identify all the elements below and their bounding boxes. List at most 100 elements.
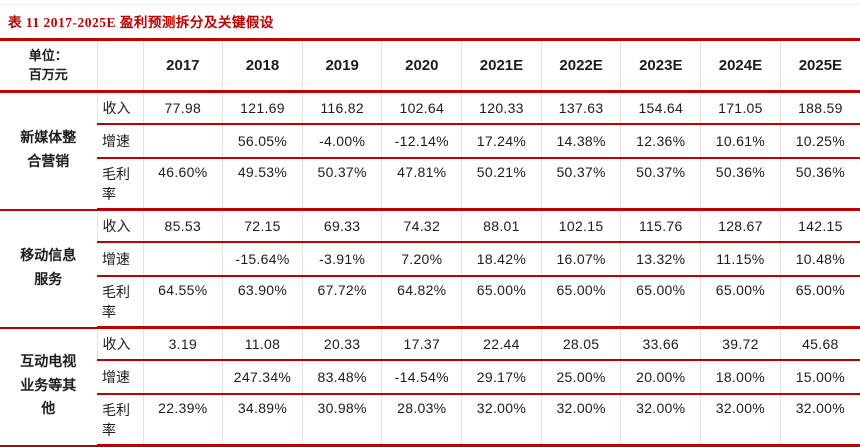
value-cell: 28.05 [540,327,621,361]
value-cell: 63.90% [222,276,303,329]
value-cell: 50.21% [461,158,542,211]
value-cell: 74.32 [381,209,462,243]
unit-line1: 单位： [28,48,68,64]
value-cell: 69.33 [301,209,382,243]
value-cell: 137.63 [540,91,621,125]
page-top-divider [0,4,860,5]
value-cell: 15.00% [779,360,860,395]
value-cell: 3.19 [142,327,223,361]
value-cell: 22.39% [142,394,223,447]
value-cell: -14.54% [381,360,462,395]
value-cell: 171.05 [700,91,781,125]
value-cell: 247.34% [222,360,303,395]
value-cell: 18.00% [700,360,781,395]
metric-cell: 毛利率 [97,158,143,211]
value-cell: 18.42% [461,242,542,277]
group-name-cell: 新媒体整合营销 [0,91,97,211]
table-row: 毛利率 46.60% 49.53% 50.37% 47.81% 50.21% 5… [0,158,860,211]
value-cell [142,360,223,395]
metric-cell: 增速 [97,360,143,395]
year-header: 2022E [540,38,621,93]
value-cell: 154.64 [620,91,701,125]
value-cell: 102.15 [540,209,621,243]
metric-cell: 增速 [97,242,143,277]
value-cell: 33.66 [620,327,701,361]
metric-cell: 收入 [96,209,143,243]
value-cell: 13.32% [620,242,701,277]
value-cell: 11.15% [700,242,781,277]
value-cell: 32.00% [779,394,860,447]
table-row: 增速 247.34% 83.48% -14.54% 29.17% 25.00% … [0,360,860,395]
value-cell: 128.67 [700,209,781,243]
value-cell: 121.69 [222,91,303,125]
value-cell: 32.00% [700,394,781,447]
table-row: 毛利率 64.55% 63.90% 67.72% 64.82% 65.00% 6… [0,276,860,329]
year-header: 2021E [461,38,542,93]
value-cell: 65.00% [620,276,701,329]
value-cell: 65.00% [461,276,542,329]
value-cell: 29.17% [461,360,542,395]
value-cell: 77.98 [142,91,223,125]
value-cell: 65.00% [779,276,860,329]
value-cell: 17.24% [461,124,542,159]
value-cell: -12.14% [381,124,462,159]
profit-forecast-table: 单位： 百万元 2017 2018 2019 2020 2021E 2022E … [0,38,860,447]
value-cell: -3.91% [301,242,382,277]
value-cell: 49.53% [222,158,303,211]
value-cell: 10.61% [700,124,781,159]
value-cell: 10.48% [779,242,860,277]
value-cell: 188.59 [779,91,860,125]
value-cell: 85.53 [142,209,223,243]
group-name-cell: 互动电视业务等其他 [0,327,97,447]
metric-cell: 毛利率 [97,276,143,329]
metric-header-cell [96,38,143,93]
value-cell: 22.44 [461,327,542,361]
metric-cell: 收入 [96,327,143,361]
value-cell: 64.55% [142,276,223,329]
value-cell: 65.00% [700,276,781,329]
table-row: 互动电视业务等其他 收入 3.19 11.08 20.33 17.37 22.4… [0,327,860,447]
value-cell: 45.68 [779,327,860,361]
value-cell: 14.38% [540,124,621,159]
table-row: 毛利率 22.39% 34.89% 30.98% 28.03% 32.00% 3… [0,394,860,447]
value-cell: 115.76 [620,209,701,243]
value-cell: 25.00% [540,360,621,395]
value-cell: 17.37 [381,327,462,361]
value-cell: 39.72 [700,327,781,361]
year-header: 2023E [620,38,701,93]
value-cell: 32.00% [461,394,542,447]
year-header: 2025E [779,38,860,93]
value-cell: 50.37% [301,158,382,211]
value-cell: 50.36% [779,158,860,211]
year-header: 2020 [381,38,462,93]
value-cell: 88.01 [461,209,542,243]
value-cell: 116.82 [301,91,382,125]
unit-cell: 单位： 百万元 [0,38,97,93]
value-cell: 11.08 [222,327,303,361]
table-row: 移动信息服务 收入 85.53 72.15 69.33 74.32 88.01 … [0,209,860,329]
year-header: 2019 [301,38,382,93]
year-header: 2018 [222,38,303,93]
value-cell: 32.00% [540,394,621,447]
value-cell: 83.48% [301,360,382,395]
value-cell: 102.64 [381,91,462,125]
value-cell: 7.20% [381,242,462,277]
value-cell: 47.81% [381,158,462,211]
value-cell: 65.00% [540,276,621,329]
value-cell: 20.00% [620,360,701,395]
value-cell: 64.82% [381,276,462,329]
value-cell [142,124,223,159]
value-cell: 30.98% [301,394,382,447]
table-title: 表 11 2017-2025E 盈利预测拆分及关键假设 [8,15,274,30]
value-cell: 50.37% [540,158,621,211]
value-cell: 120.33 [461,91,542,125]
value-cell: 72.15 [222,209,303,243]
value-cell: 67.72% [301,276,382,329]
value-cell: 142.15 [779,209,860,243]
value-cell: 32.00% [620,394,701,447]
table-row: 增速 56.05% -4.00% -12.14% 17.24% 14.38% 1… [0,124,860,159]
value-cell: 20.33 [301,327,382,361]
table-row: 增速 -15.64% -3.91% 7.20% 18.42% 16.07% 13… [0,242,860,277]
unit-line2: 百万元 [28,66,68,82]
year-header: 2024E [700,38,781,93]
